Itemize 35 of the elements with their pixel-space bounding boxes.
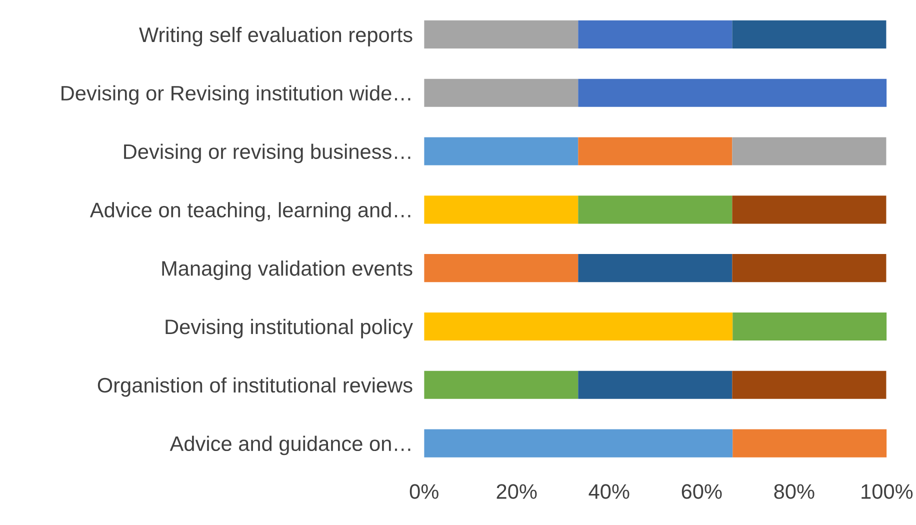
bar (732, 429, 887, 458)
bar (424, 370, 578, 399)
bar (424, 429, 733, 458)
bar (578, 78, 887, 107)
bar (578, 254, 732, 282)
bar (424, 196, 578, 224)
bar (424, 312, 733, 340)
y-tick-label: Advice and guidance on… (170, 436, 410, 456)
bar (424, 137, 578, 166)
bar (732, 137, 886, 166)
bar (578, 20, 732, 48)
bar (578, 196, 732, 224)
bar (732, 370, 886, 399)
bar (424, 254, 578, 282)
y-tick-label: Writing self evaluation reports (139, 26, 412, 46)
bar (424, 20, 578, 48)
bar (578, 137, 732, 166)
x-tick-label: 100% (862, 484, 913, 499)
x-tick-label: 40% (588, 484, 630, 499)
y-tick-label: Managing validation events (162, 260, 412, 280)
y-tick-label: Devising institutional policy (166, 318, 413, 338)
y-tick-label: Advice on teaching, learning and… (90, 202, 410, 222)
x-tick-label: 0% (410, 484, 438, 499)
y-tick-label: Devising or Revising institution wide… (62, 85, 410, 105)
y-tick-label: Organistion of institutional reviews (98, 377, 412, 397)
bar (732, 196, 886, 224)
x-tick-label: 80% (774, 484, 814, 499)
bar (732, 254, 886, 282)
bar (578, 370, 732, 399)
y-tick-label: Devising or revising business… (124, 144, 410, 164)
bar (424, 78, 578, 107)
x-tick-label: 60% (682, 484, 722, 499)
x-tick-label: 20% (496, 484, 537, 499)
bar (732, 20, 886, 48)
bar (732, 312, 887, 340)
